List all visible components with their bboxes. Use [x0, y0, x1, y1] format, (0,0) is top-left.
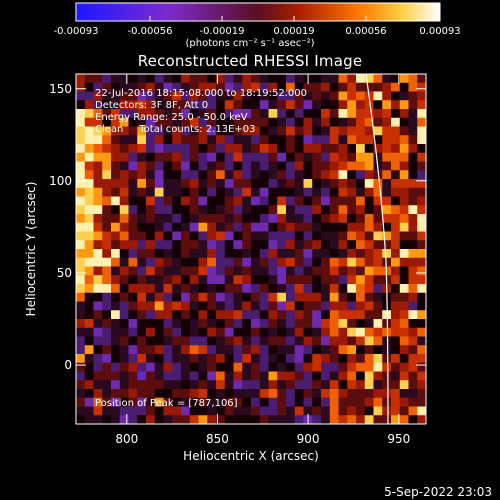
- x-axis-label: Heliocentric X (arcsec): [183, 449, 319, 463]
- axis-tick-marks: [76, 74, 426, 424]
- colorbar-tick-label: 0.00019: [273, 26, 315, 37]
- image-pixel-grid: [76, 74, 427, 425]
- y-tick-label: 50: [56, 265, 72, 280]
- y-tick-label: 0: [64, 358, 72, 373]
- plot-frame: [75, 73, 427, 425]
- annotation-time-range: 22-Jul-2016 18:15:08.000 to 18:19:52.000: [95, 88, 307, 99]
- timestamp: 5-Sep-2022 23:03: [384, 485, 492, 499]
- y-axis-label: Heliocentric Y (arcsec): [24, 181, 38, 317]
- colorbar-tick-label: 0.00093: [419, 26, 461, 37]
- colorbar-tick-marks: [75, 16, 441, 21]
- annotation-peak-position: Position of Peak = [787,106]: [95, 398, 238, 409]
- y-tick-label: 100: [49, 173, 72, 188]
- solar-limb-curve: [365, 73, 389, 425]
- annotation-clean-counts: Clean Total counts: 2.13E+03: [95, 124, 256, 135]
- x-tick-label: 800: [115, 432, 139, 446]
- x-tick-label: 850: [205, 432, 229, 446]
- colorbar-tick-label: -0.00093: [53, 26, 99, 37]
- plot-title: Reconstructed RHESSI Image: [137, 52, 363, 70]
- annotation-energy-range: Energy Range: 25.0 - 50.0 keV: [95, 112, 248, 123]
- annotation-detectors: Detectors: 3F 8F, Att 0: [95, 100, 209, 111]
- colorbar-gradient: [75, 2, 441, 22]
- colorbar-units: (photons cm⁻² s⁻¹ asec⁻²): [185, 38, 315, 49]
- x-tick-label: 950: [387, 432, 411, 446]
- x-tick-label: 900: [296, 432, 320, 446]
- colorbar-tick-label: 0.00056: [345, 26, 387, 37]
- y-tick-label: 150: [49, 81, 72, 96]
- colorbar-tick-label: -0.00056: [127, 26, 173, 37]
- colorbar-tick-label: -0.00019: [199, 26, 245, 37]
